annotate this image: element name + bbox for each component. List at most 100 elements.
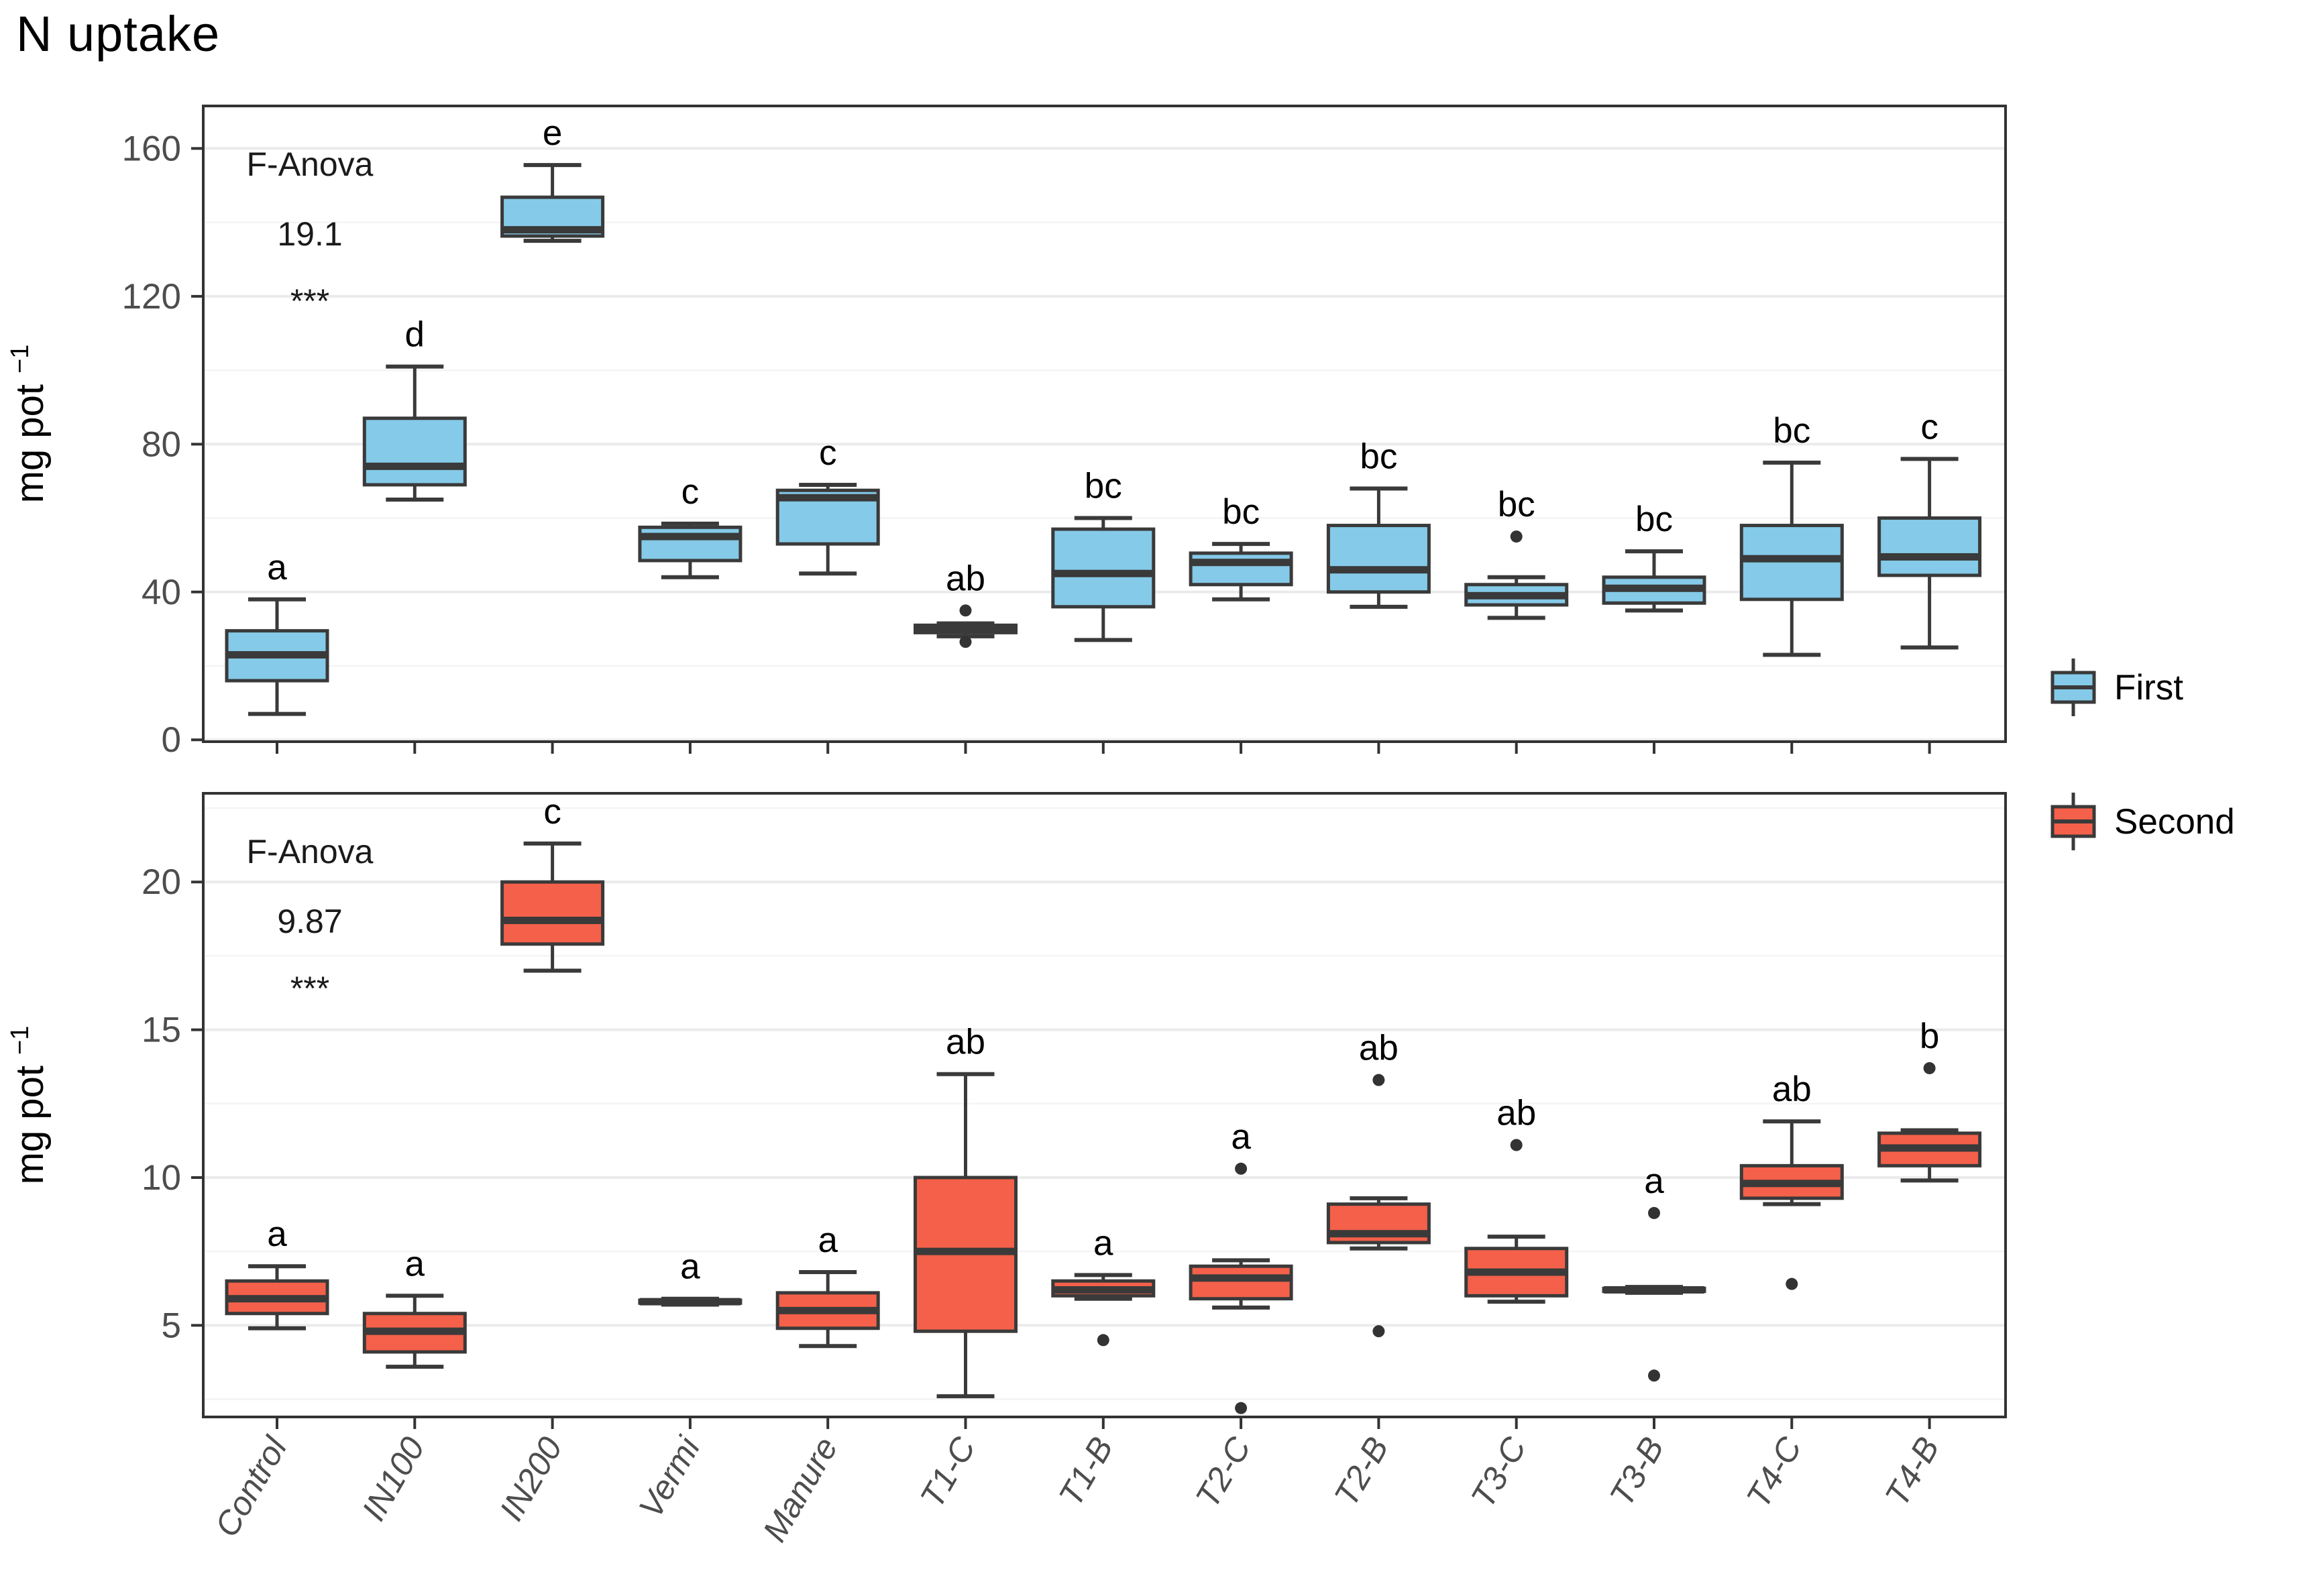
legend-boxplot-swatch [2050, 793, 2096, 850]
sig-letter: ab [946, 559, 985, 598]
panel-border [202, 105, 2007, 743]
median-line [777, 494, 879, 502]
sig-letter: bc [1773, 411, 1810, 451]
sig-letter: ab [1359, 1029, 1399, 1068]
box-vermi-first: c [638, 472, 743, 579]
median-line [1879, 553, 1980, 561]
y-tick-label: 20 [142, 862, 181, 902]
median-line [915, 1247, 1016, 1255]
box-manure-first: c [775, 433, 880, 576]
box-t1-c-first: ab [914, 559, 1018, 648]
panel-background [203, 106, 2006, 742]
sig-letter: bc [1635, 500, 1673, 539]
median-line [1328, 1230, 1429, 1238]
outlier-dot [1648, 1206, 1660, 1219]
median-line [1741, 555, 1843, 563]
panel-first: 0 40 80 120 160 a d e c c ab bc bc bc bc bc bc c F-Anova 19… [6, 105, 2007, 760]
median-line [227, 650, 327, 659]
x-tick-label-in200: IN200 [492, 1430, 569, 1527]
y-axis-title: mg pot −1 [6, 1026, 52, 1185]
x-tick-label-t1-b: T1-B [1052, 1431, 1121, 1513]
iqr-box [1189, 551, 1293, 587]
y-tick-label: 10 [142, 1158, 181, 1198]
anova-significance: *** [290, 970, 329, 1007]
y-tick-label: 0 [162, 720, 181, 760]
x-tick-label-t2-b: T2-B [1327, 1431, 1396, 1513]
sig-letter: d [405, 315, 425, 355]
box-t1-c-second: ab [914, 1023, 1018, 1399]
legend-item-first: First [2050, 654, 2235, 721]
box-in200-second: c [500, 792, 605, 973]
median-line [502, 226, 603, 234]
outlier-dot [1786, 1277, 1798, 1290]
median-line [227, 1295, 327, 1303]
box-manure-second: a [775, 1220, 880, 1349]
sig-letter: bc [1360, 437, 1397, 476]
sig-letter: e [543, 113, 562, 153]
x-tick-label-t2-c: T2-C [1189, 1430, 1258, 1514]
box-t2-b-first: bc [1326, 437, 1431, 609]
anova-significance: *** [290, 282, 329, 320]
box-t4-c-first: bc [1739, 411, 1844, 657]
sig-letter: c [681, 472, 700, 512]
x-tick-label-t1-c: T1-C [913, 1430, 983, 1514]
sig-letter: a [1644, 1161, 1664, 1201]
sig-letter: a [267, 1214, 287, 1254]
sig-letter: a [405, 1244, 425, 1284]
iqr-box [1877, 516, 1982, 577]
iqr-box [1739, 524, 1844, 602]
anova-value: 19.1 [277, 215, 342, 253]
box-control-first: a [225, 548, 329, 716]
sig-letter: a [680, 1247, 700, 1287]
median-line [1604, 584, 1704, 592]
outlier-dot [1923, 1062, 1936, 1074]
sig-letter: bc [1498, 485, 1535, 524]
x-tick-label-manure: Manure [755, 1431, 844, 1548]
outlier-dot [959, 636, 972, 648]
box-t2-b-second: ab [1326, 1029, 1431, 1338]
median-line [1191, 1274, 1292, 1282]
median-line [639, 532, 741, 540]
median-line [1466, 591, 1567, 600]
x-tick-label-vermi: Vermi [632, 1430, 708, 1524]
box-t1-b-first: bc [1051, 467, 1156, 642]
y-tick-label: 160 [122, 129, 181, 168]
median-line [1052, 1286, 1154, 1294]
median-line [639, 1298, 741, 1306]
outlier-dot [959, 604, 972, 617]
legend-label: Second [2114, 801, 2235, 842]
anova-label: F-Anova [247, 833, 374, 870]
x-tick-label-t4-c: T4-C [1739, 1430, 1809, 1514]
sig-letter: ab [1772, 1070, 1812, 1109]
iqr-box [638, 525, 743, 563]
legend: First Second [2050, 654, 2235, 855]
median-line [364, 462, 466, 470]
box-t2-c-first: bc [1189, 492, 1293, 602]
y-tick-label: 40 [142, 573, 181, 612]
sig-letter: a [1231, 1117, 1251, 1157]
x-tick-label-control: Control [207, 1430, 294, 1543]
y-tick-label: 15 [142, 1011, 181, 1050]
median-line [1466, 1268, 1567, 1276]
box-vermi-second: a [638, 1247, 743, 1307]
sig-letter: a [267, 548, 287, 587]
outlier-dot [1510, 530, 1523, 543]
iqr-box [1051, 527, 1156, 609]
iqr-box [1326, 524, 1431, 594]
box-t4-c-second: ab [1739, 1070, 1844, 1290]
box-t3-b-second: a [1602, 1161, 1706, 1382]
box-t3-c-first: bc [1464, 485, 1569, 620]
sig-letter: c [543, 792, 561, 832]
panel-background [203, 793, 2006, 1417]
outlier-dot [1235, 1162, 1248, 1175]
sig-letter: bc [1222, 492, 1260, 532]
sig-letter: bc [1085, 467, 1122, 506]
legend-boxplot-swatch [2050, 659, 2096, 716]
y-tick-label: 80 [142, 424, 181, 464]
iqr-box [1189, 1264, 1293, 1301]
median-line [1741, 1180, 1843, 1188]
anova-value: 9.87 [277, 903, 342, 940]
sig-letter: a [1093, 1223, 1113, 1263]
